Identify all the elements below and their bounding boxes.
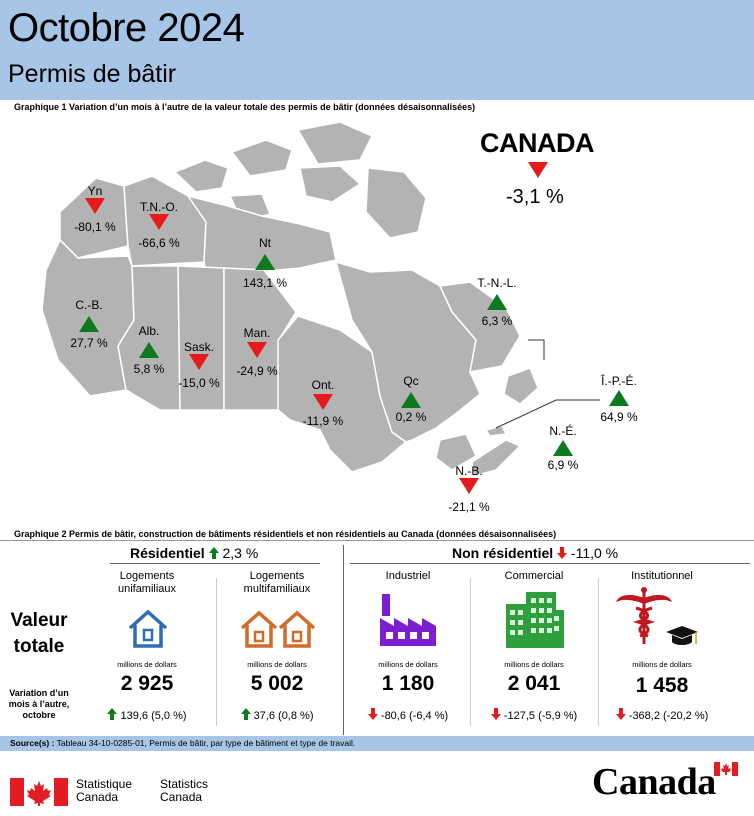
down-arrow-icon bbox=[557, 547, 568, 559]
arctic-island bbox=[296, 121, 374, 165]
down-arrow-icon bbox=[615, 708, 626, 720]
canada-wordmark: Canada bbox=[592, 761, 716, 803]
canada-flag-icon bbox=[10, 778, 68, 806]
source-text: Tableau 34-10-0285-01, Permis de bâtir, … bbox=[56, 738, 356, 748]
graph2-title: Graphique 2 Permis de bâtir, constructio… bbox=[14, 529, 557, 539]
header-banner: Octobre 2024 Permis de bâtir bbox=[0, 0, 754, 100]
province-tag-yn: Yn -80,1 % bbox=[74, 184, 116, 234]
arctic-island bbox=[173, 159, 229, 193]
province-tag-ne: N.-É. 6,9 % bbox=[547, 424, 579, 472]
region-new-brunswick bbox=[435, 433, 477, 471]
source-label: Source(s) : bbox=[10, 738, 55, 748]
caduceus-graduation-icon bbox=[616, 587, 698, 645]
region-nova-scotia bbox=[471, 439, 522, 477]
down-arrow-icon bbox=[367, 708, 378, 720]
nl-leader-line bbox=[528, 339, 545, 360]
column-industriel: Industriel millions de dollars 1 180 -80… bbox=[352, 570, 464, 730]
province-tag-ipe: Î.-P.-É. 64,9 % bbox=[600, 374, 638, 424]
region-quebec bbox=[334, 260, 481, 443]
column-commercial: Commercial millions de dollars 2 041 -12… bbox=[478, 570, 590, 730]
province-tag-cb: C.-B. 27,7 % bbox=[70, 298, 108, 350]
house-icon bbox=[128, 609, 168, 648]
canada-label: CANADA bbox=[480, 128, 595, 158]
section-divider bbox=[343, 545, 344, 735]
org-name-fr: Statistique Canada bbox=[76, 777, 133, 804]
up-arrow-icon bbox=[208, 547, 219, 559]
up-arrow-icon bbox=[107, 708, 118, 720]
factory-icon bbox=[380, 594, 436, 646]
nonresidential-header: Non résidentiel -11,0 % bbox=[452, 545, 619, 561]
arctic-island bbox=[365, 167, 427, 239]
province-tag-nt: Nt 143,1 % bbox=[242, 236, 288, 290]
column-divider bbox=[470, 578, 471, 726]
province-tag-qc: Qc 0,2 % bbox=[395, 374, 427, 424]
arctic-island bbox=[299, 165, 362, 203]
column-unifamiliaux: Logements unifamiliaux millions de dolla… bbox=[92, 570, 202, 730]
column-multifamiliaux: Logements multifamiliaux millions de dol… bbox=[222, 570, 332, 730]
province-tag-sask: Sask. -15,0 % bbox=[178, 340, 220, 390]
page-title: Octobre 2024 bbox=[8, 6, 245, 50]
graph1-title: Graphique 1 Variation d’un mois à l’autr… bbox=[14, 102, 476, 112]
residential-header: Résidentiel 2,3 % bbox=[130, 545, 259, 561]
province-tag-tnl: T.-N.-L. 6,3 % bbox=[477, 276, 517, 328]
canada-value: -3,1 % bbox=[506, 186, 564, 208]
graph2-rule bbox=[0, 540, 754, 541]
column-divider bbox=[216, 578, 217, 726]
source-bar: Source(s) : Tableau 34-10-0285-01, Permi… bbox=[0, 736, 754, 751]
wordmark-flag-icon bbox=[714, 762, 738, 776]
province-tag-alb: Alb. 5,8 % bbox=[133, 324, 165, 376]
canada-map bbox=[41, 121, 600, 477]
province-tag-ont: Ont. -11,9 % bbox=[302, 378, 344, 428]
up-arrow-icon bbox=[240, 708, 251, 720]
region-ontario bbox=[277, 315, 408, 473]
row-label-valeur: Valeur totale bbox=[10, 610, 68, 657]
column-institutionnel: Institutionnel millions de dollars 1 458… bbox=[604, 570, 720, 730]
column-divider bbox=[598, 578, 599, 726]
org-name-en: Statistics Canada bbox=[160, 777, 209, 804]
houses-icon bbox=[240, 610, 316, 648]
arctic-island bbox=[230, 139, 293, 177]
region-newfoundland bbox=[503, 367, 539, 405]
province-tag-man: Man. -24,9 % bbox=[236, 326, 278, 378]
down-arrow-icon bbox=[490, 708, 501, 720]
nonresidential-underline bbox=[350, 563, 750, 564]
residential-underline bbox=[110, 563, 320, 564]
row-label-variation: Variation d’un mois à l’autre, octobre bbox=[8, 688, 70, 720]
region-nunavut bbox=[186, 194, 337, 273]
province-tag-nb: N.-B. -21,1 % bbox=[448, 464, 490, 514]
canada-direction-arrow bbox=[528, 162, 548, 178]
office-building-icon bbox=[506, 592, 564, 648]
province-tag-tno: T.N.-O. -66,6 % bbox=[138, 200, 180, 250]
pei-leader-line bbox=[495, 399, 600, 429]
page-subtitle: Permis de bâtir bbox=[8, 60, 177, 88]
